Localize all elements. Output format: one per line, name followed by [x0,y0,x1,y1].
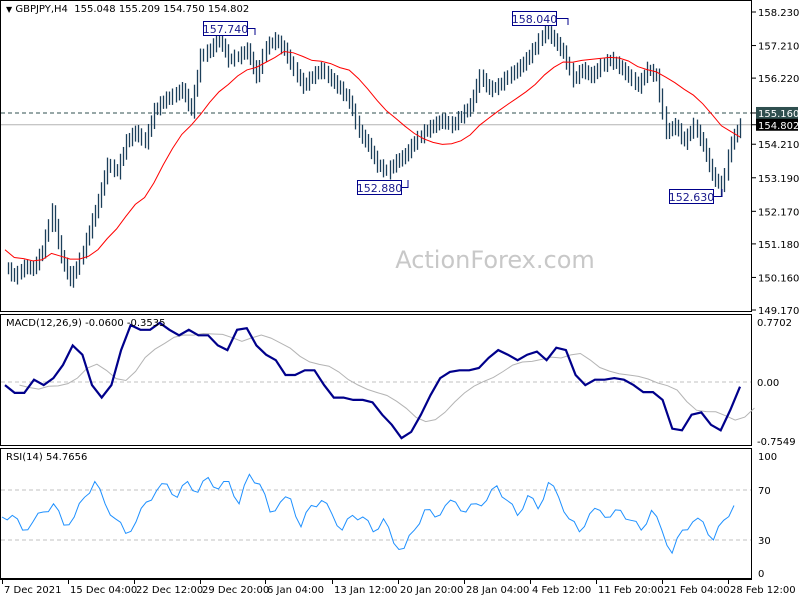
ask-price-badge [756,106,798,119]
price-axis-label: 150.160 [758,273,799,284]
price-annotation: 158.040 [512,13,558,26]
macd-signal-line [19,332,755,423]
price-axis-label: 156.220 [758,74,799,85]
time-axis-label: 28 Jan 04:00 [466,585,529,596]
symbol-label: GBPJPY,H4 [15,4,68,15]
rsi-axis-label: 0 [758,569,764,580]
time-axis-label: 20 Jan 20:00 [400,585,463,596]
annotation-leader [248,28,256,35]
triangle-down-icon[interactable]: ▼ [6,5,13,14]
annotation-leader [557,18,569,25]
price-annotation-box [357,180,402,195]
time-axis-label: 4 Feb 12:00 [532,585,591,596]
macd-axis-label: 0.00 [757,378,779,389]
macd-axis-label: -0.7549 [757,437,796,448]
moving-average-line [4,50,741,262]
time-axis-label: 11 Feb 20:00 [598,585,664,596]
annotation-leader [402,180,409,188]
price-annotation: 157.740 [203,23,249,36]
price-annotation: 152.630 [669,191,715,204]
price-axis-label: 154.802 [758,121,799,132]
price-annotation-box [203,21,248,36]
ohlc-readout: 155.048 155.209 154.750 154.802 [74,4,250,15]
price-axis-label: 154.210 [758,140,799,151]
rsi-axis-label: 100 [758,452,777,463]
time-axis-label: 21 Feb 04:00 [664,585,730,596]
time-axis-label: 28 Feb 12:00 [730,585,796,596]
price-axis-label: 151.180 [758,240,799,251]
time-axis-label: 15 Dec 04:00 [70,585,137,596]
price-axis-label: 149.170 [758,306,799,317]
macd-axis-label: 0.7702 [757,318,792,329]
price-axis-label: 158.230 [758,8,799,19]
price-annotation-box [512,11,557,26]
price-panel [0,0,752,312]
rsi-axis-label: 70 [758,486,771,497]
time-axis-label: 13 Jan 12:00 [334,585,397,596]
time-axis-label: 7 Dec 2021 [4,585,62,596]
macd-title: MACD(12,26,9) -0.0600 -0.3535 [6,318,166,329]
price-axis-label: 153.190 [758,174,799,185]
price-axis-label: 157.210 [758,42,799,53]
price-annotation-box [669,189,714,204]
macd-line [4,321,742,440]
rsi-title: RSI(14) 54.7656 [6,452,88,463]
macd-panel [0,314,752,446]
rsi-panel [0,448,752,579]
watermark: ActionForex.com [395,246,595,274]
time-axis-label: 6 Jan 04:00 [267,585,324,596]
rsi-line [1,473,735,555]
chart-header: ▼ GBPJPY,H4 155.048 155.209 154.750 154.… [6,4,249,15]
price-axis-label: 152.170 [758,207,799,218]
bid-price-badge [756,118,798,131]
time-axis-label: 22 Dec 12:00 [136,585,203,596]
price-axis-label: 155.160 [758,109,799,120]
price-annotation: 152.880 [357,182,403,195]
rsi-axis-label: 30 [758,536,771,547]
annotation-leader [714,189,723,197]
time-axis-label: 29 Dec 20:00 [202,585,269,596]
